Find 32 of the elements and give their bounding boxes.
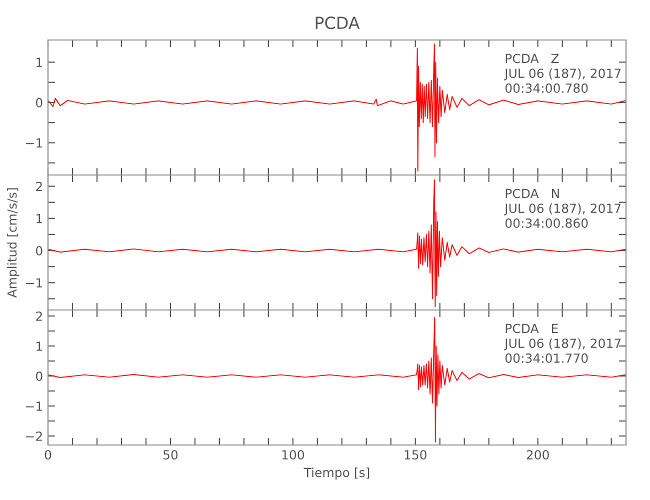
annotation: PCDA N	[506, 188, 559, 198]
y-tick-label: 1	[36, 342, 42, 351]
chart-title: PCDA	[316, 16, 360, 30]
y-tick-label: 0	[36, 371, 42, 381]
line-series	[48, 317, 626, 442]
annotation: PCDA E	[506, 324, 558, 334]
annotation: PCDA Z	[506, 54, 559, 64]
annotation: 00:34:01.770	[505, 353, 588, 363]
annotation: 00:34:00.780	[505, 83, 588, 93]
annotation: JUL 06 (187), 2017	[504, 338, 621, 350]
x-tick-label: 200	[526, 450, 549, 460]
y-tick-label: −1	[26, 138, 42, 148]
x-tick-label: 0	[44, 450, 52, 460]
y-tick-label: −2	[26, 431, 42, 441]
annotation: JUL 06 (187), 2017	[504, 203, 621, 216]
y-tick-label: 2	[36, 311, 42, 321]
annotation: JUL 06 (187), 2017	[504, 68, 621, 80]
annotation: 00:34:00.860	[505, 218, 588, 228]
line-series	[48, 179, 626, 308]
y-tick-label: 0	[36, 98, 42, 108]
x-tick-label: 100	[282, 450, 304, 460]
y-axis-title: Amplitud [cm/s/s]	[7, 188, 20, 298]
y-tick-label: 1	[36, 214, 42, 224]
y-tick-label: −1	[26, 278, 42, 288]
y-tick-label: −1	[26, 402, 42, 411]
x-tick-label: 50	[163, 450, 178, 460]
x-tick-label: 150	[404, 450, 426, 460]
line-series	[48, 44, 626, 172]
x-axis-title: Tiempo [s]	[304, 468, 370, 480]
y-tick-label: 1	[36, 58, 42, 67]
y-tick-label: 0	[36, 246, 42, 256]
y-tick-label: 2	[36, 182, 42, 191]
